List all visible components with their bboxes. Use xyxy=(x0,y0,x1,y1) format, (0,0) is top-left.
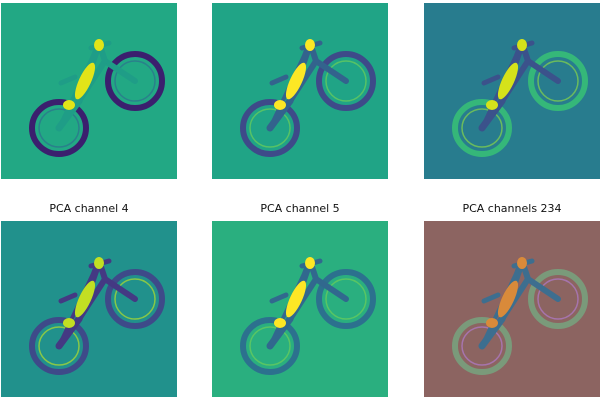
rear-wheel-inner xyxy=(461,326,503,366)
bicycle-image xyxy=(212,221,388,397)
pca-panel-4 xyxy=(1,221,177,397)
rear-wheel-inner xyxy=(249,326,291,366)
frame-highlight xyxy=(63,39,104,110)
front-wheel xyxy=(105,51,165,111)
frame-highlight xyxy=(486,39,527,110)
pca-panel-5 xyxy=(212,221,388,397)
rear-wheel-inner xyxy=(461,108,503,148)
bicycle-image xyxy=(424,221,600,397)
front-wheel xyxy=(528,51,588,111)
front-wheel-inner xyxy=(537,278,579,320)
rear-wheel xyxy=(452,317,512,375)
rear-wheel-inner xyxy=(38,326,80,366)
front-wheel-inner xyxy=(325,60,367,102)
pca-panel-2 xyxy=(212,3,388,179)
rear-wheel xyxy=(240,317,300,375)
rear-wheel xyxy=(29,99,89,157)
frame-highlight xyxy=(486,257,527,328)
rear-wheel xyxy=(29,317,89,375)
front-wheel xyxy=(105,269,165,329)
front-wheel-inner xyxy=(325,278,367,320)
bicycle-image xyxy=(212,3,388,179)
bicycle-image xyxy=(1,3,177,179)
pca-panel-3 xyxy=(424,3,600,179)
frame-highlight xyxy=(63,257,104,328)
panel-title-pca-channel-4: PCA channel 4 xyxy=(49,202,129,215)
panel-title-pca-channels-234: PCA channels 234 xyxy=(462,202,562,215)
front-wheel xyxy=(316,269,376,329)
frame-highlight xyxy=(274,257,315,328)
front-wheel xyxy=(528,269,588,329)
front-wheel xyxy=(316,51,376,111)
rear-wheel xyxy=(240,99,300,157)
pca-panel-6 xyxy=(424,221,600,397)
front-wheel-inner xyxy=(114,278,156,320)
panel-title-pca-channel-5: PCA channel 5 xyxy=(260,202,340,215)
pca-panel-1 xyxy=(1,3,177,179)
bicycle-image xyxy=(1,221,177,397)
rear-wheel-inner xyxy=(38,108,80,148)
rear-wheel xyxy=(452,99,512,157)
frame-highlight xyxy=(274,39,315,110)
front-wheel-inner xyxy=(114,60,156,102)
bicycle-image xyxy=(424,3,600,179)
front-wheel-inner xyxy=(537,60,579,102)
rear-wheel-inner xyxy=(249,108,291,148)
